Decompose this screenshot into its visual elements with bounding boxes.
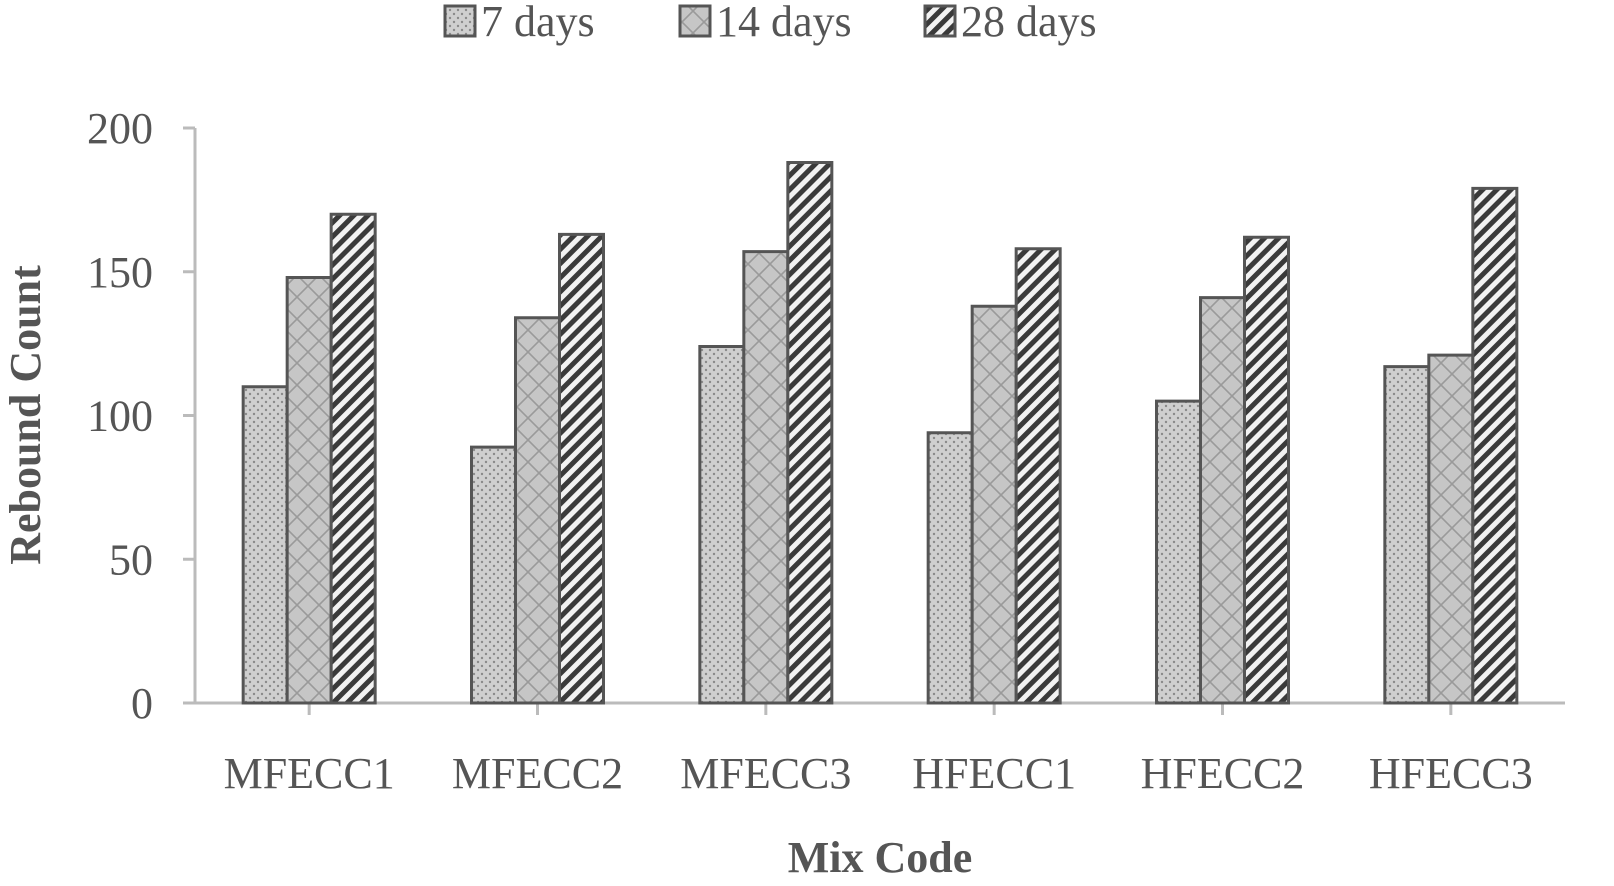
y-tick-label: 200 xyxy=(87,104,153,153)
legend-label: 28 days xyxy=(961,0,1097,46)
bar-7-days-HFECC1 xyxy=(926,431,974,705)
bar-7-days-MFECC1 xyxy=(241,385,289,705)
x-tick-label: MFECC2 xyxy=(452,749,623,798)
x-axis: MFECC1 MFECC2 MFECC3 HFECC1 HFECC2 HFECC3 xyxy=(195,701,1565,798)
bar-28-days-MFECC1 xyxy=(329,212,377,705)
bar-14-days-MFECC1 xyxy=(285,276,333,705)
bar-28-days-HFECC3 xyxy=(1471,186,1519,705)
bar-28-days-HFECC2 xyxy=(1243,235,1290,705)
x-tick-label: MFECC3 xyxy=(680,749,851,798)
legend-swatch xyxy=(443,4,477,38)
bar-28-days-HFECC1 xyxy=(1014,247,1062,705)
x-tick-label: HFECC2 xyxy=(1141,749,1305,798)
legend-label: 14 days xyxy=(716,0,852,46)
bar-28-days-MFECC3 xyxy=(786,161,834,705)
y-tick-label: 0 xyxy=(131,679,153,728)
x-tick-label: MFECC1 xyxy=(224,749,395,798)
bar-7-days-MFECC3 xyxy=(698,345,746,705)
bar-28-days-MFECC2 xyxy=(558,232,605,705)
bar-14-days-HFECC3 xyxy=(1427,353,1475,705)
bar-14-days-MFECC3 xyxy=(742,250,790,705)
y-axis: 0 50 100 150 200 xyxy=(87,104,197,728)
legend-swatch xyxy=(923,4,957,38)
y-tick-label: 50 xyxy=(109,535,153,584)
bar-7-days-HFECC3 xyxy=(1383,365,1431,705)
x-tick-label: HFECC3 xyxy=(1369,749,1533,798)
bar-14-days-HFECC1 xyxy=(970,304,1018,705)
y-axis-title: Rebound Count xyxy=(1,265,50,565)
bar-14-days-HFECC2 xyxy=(1199,296,1246,705)
x-axis-title: Mix Code xyxy=(788,833,973,882)
bar-7-days-HFECC2 xyxy=(1155,399,1202,705)
legend-label: 7 days xyxy=(481,0,595,46)
bars xyxy=(241,161,1519,705)
legend-swatch xyxy=(678,4,712,38)
y-tick-label: 150 xyxy=(87,248,153,297)
x-tick-label: HFECC1 xyxy=(912,749,1076,798)
legend: 7 days 14 days 28 days xyxy=(443,0,1097,46)
bar-7-days-MFECC2 xyxy=(470,445,517,705)
y-tick-label: 100 xyxy=(87,392,153,441)
bar-14-days-MFECC2 xyxy=(514,316,561,705)
